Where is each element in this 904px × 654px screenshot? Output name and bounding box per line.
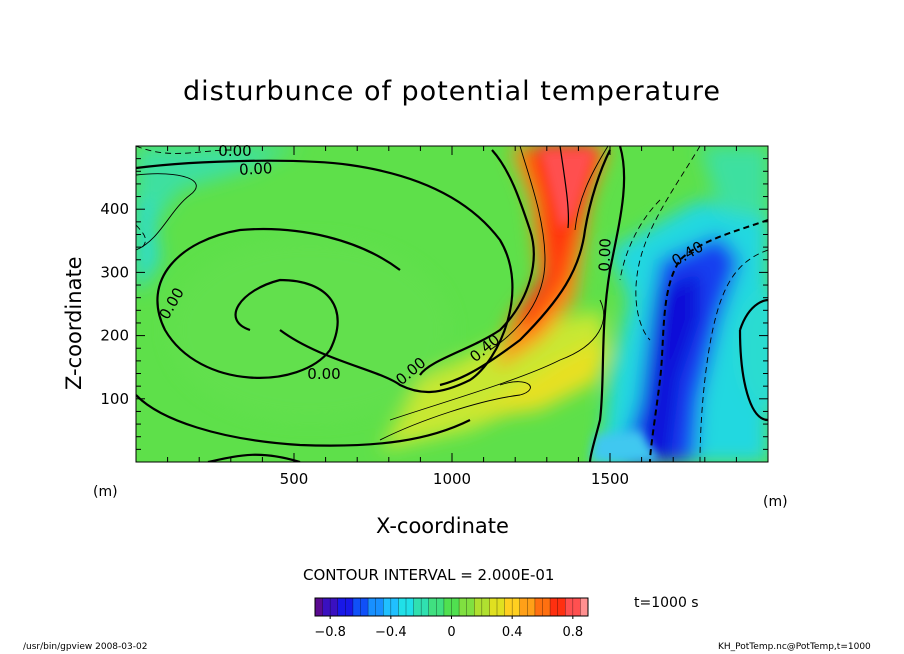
x-tick-label: 1500 <box>591 470 629 488</box>
y-tick-label: 100 <box>100 390 129 408</box>
colorbar-cell <box>572 598 581 616</box>
footer-variable: KH_PotTemp.nc@PotTemp,t=1000 <box>718 642 871 652</box>
colorbar-cell <box>557 598 566 616</box>
colorbar-cell <box>459 598 467 616</box>
time-label: t=1000 s <box>634 595 699 611</box>
colorbar-cell <box>534 598 543 616</box>
colorbar-tick-label: −0.8 <box>314 625 346 640</box>
colorbar-cell <box>383 598 392 616</box>
colorbar-cell <box>352 598 361 616</box>
footer-program-date: /usr/bin/gpview 2008-03-02 <box>23 642 148 652</box>
colorbar-cell <box>421 598 430 616</box>
y-tick-label: 200 <box>100 327 129 345</box>
colorbar-cell <box>413 598 422 616</box>
colorbar-cell <box>337 598 346 616</box>
colorbar-cell <box>504 598 513 616</box>
colorbar-cell <box>428 598 437 616</box>
colorbar-cell <box>315 598 323 616</box>
colorbar-cell <box>330 598 339 616</box>
colorbar-cell <box>398 598 407 616</box>
colorbar-cell <box>322 598 331 616</box>
x-tick-label: 1000 <box>433 470 471 488</box>
colorbar-cell <box>512 598 521 616</box>
colorbar-cell <box>443 598 452 616</box>
colorbar-cell <box>527 598 536 616</box>
contour-interval-text: CONTOUR INTERVAL = 2.000E-01 <box>303 566 555 584</box>
colorbar-cell <box>565 598 574 616</box>
contour-label: 0.00 <box>307 365 340 383</box>
colorbar-tick-label: 0.8 <box>562 625 583 640</box>
chart-title: disturbunce of potential temperature <box>183 76 721 107</box>
contour-label: 0.00 <box>218 142 251 160</box>
y-tick-label: 400 <box>100 200 129 218</box>
colorbar-cell <box>466 598 475 616</box>
colorbar-cell <box>550 598 558 616</box>
colorbar-cell <box>451 598 460 616</box>
colorbar-cell <box>390 598 399 616</box>
colorbar-cell <box>360 598 369 616</box>
x-tick-label: 500 <box>280 470 309 488</box>
colorbar-cell <box>519 598 528 616</box>
colorbar-cell <box>497 598 505 616</box>
colorbar-cell <box>481 598 490 616</box>
colorbar-cell <box>474 598 483 616</box>
colorbar-tick-label: 0.4 <box>502 625 523 640</box>
colorbar-cell <box>436 598 445 616</box>
colorbar-cell <box>375 598 384 616</box>
y-axis-unit: (m) <box>93 484 118 500</box>
contour-label: 0.00 <box>595 238 614 272</box>
colorbar-cell <box>406 598 414 616</box>
x-axis-unit: (m) <box>763 494 788 510</box>
y-axis-label: Z-coordinate <box>62 256 86 390</box>
colorbar-cell <box>368 598 376 616</box>
colorbar-cell <box>580 598 589 616</box>
colorbar-cell <box>345 598 354 616</box>
colorbar-tick-label: −0.4 <box>375 625 407 640</box>
colorbar-tick-label: 0 <box>447 625 455 640</box>
contour-label: 0.00 <box>239 159 273 179</box>
colorbar-cell <box>542 598 551 616</box>
y-tick-label: 300 <box>100 263 129 281</box>
colorbar-cell <box>489 598 498 616</box>
heatmap-field <box>136 146 768 462</box>
x-axis-label: X-coordinate <box>376 514 509 538</box>
